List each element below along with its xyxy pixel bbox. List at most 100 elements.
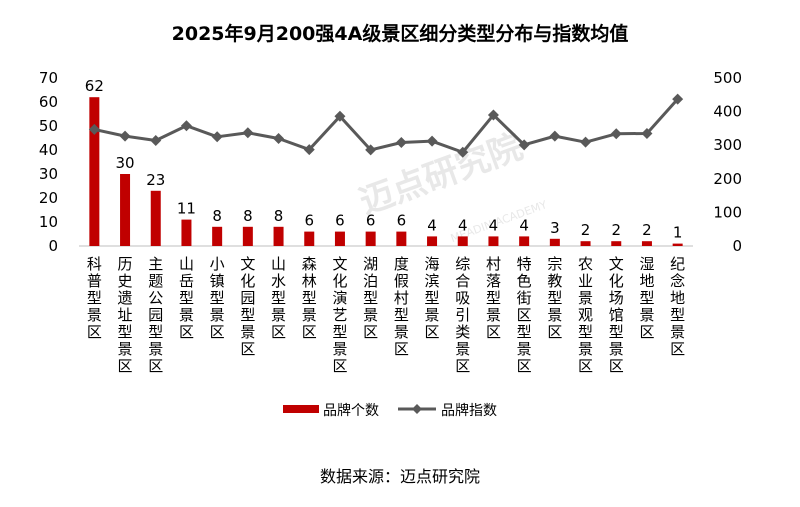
line-point (303, 144, 315, 156)
category-label: 山水型景区 (271, 255, 286, 341)
category-label: 文化演艺型景区 (332, 255, 347, 375)
left-axis-tick-label: 30 (39, 165, 58, 183)
bar (672, 243, 683, 246)
category-label: 小镇型景区 (210, 255, 225, 341)
right-axis-tick-label: 500 (713, 69, 742, 87)
bar-value-label: 8 (212, 207, 222, 225)
category-label: 文化园型景区 (240, 255, 255, 358)
right-axis-tick-label: 200 (713, 170, 742, 188)
bar (120, 174, 131, 246)
bar (396, 231, 407, 246)
line-point (487, 109, 499, 121)
left-axis-tick-label: 50 (39, 117, 58, 135)
legend: 品牌个数 品牌指数 (283, 402, 497, 419)
line-point (180, 120, 192, 132)
bar (580, 241, 591, 246)
left-axis-tick-label: 70 (39, 69, 58, 87)
left-axis-tick-label: 40 (39, 141, 58, 159)
left-axis-tick-label: 10 (39, 213, 58, 231)
bar-value-label: 6 (335, 212, 345, 230)
right-axis-tick-label: 0 (732, 237, 742, 255)
line-point (242, 127, 254, 139)
line-point (150, 134, 162, 146)
category-label: 山岳型景区 (179, 255, 194, 341)
bar (611, 241, 622, 246)
line-point (211, 131, 223, 143)
category-label: 特色街区型景区 (517, 255, 532, 375)
source-note: 数据来源：迈点研究院 (320, 467, 480, 486)
bar (549, 238, 560, 246)
watermark-text: 迈点研究院 (355, 127, 528, 223)
category-label: 湖泊型景区 (363, 255, 378, 341)
legend-swatch-bar (283, 405, 319, 413)
bar-value-label: 62 (85, 77, 104, 95)
chart-title: 2025年9月200强4A级景区细分类型分布与指数均值 (172, 22, 629, 45)
category-label: 历史遗址型景区 (118, 255, 133, 375)
line-point (580, 136, 592, 148)
bar (304, 231, 315, 246)
category-label: 度假村型景区 (394, 255, 409, 358)
bar-value-label: 6 (366, 212, 376, 230)
bar-value-label: 4 (489, 216, 499, 234)
bar-value-label: 6 (304, 212, 314, 230)
left-axis-tick-label: 60 (39, 93, 58, 111)
category-label: 森林型景区 (302, 255, 317, 341)
category-label: 农业景观型景区 (578, 255, 593, 375)
legend-label-line: 品牌指数 (441, 402, 497, 419)
line-point (88, 123, 100, 135)
bar-value-label: 30 (116, 154, 135, 172)
bar-value-label: 8 (274, 207, 284, 225)
line-point (518, 139, 530, 151)
bar-value-label: 3 (550, 219, 560, 237)
bar-value-label: 8 (243, 207, 253, 225)
legend-label-bar: 品牌个数 (323, 402, 379, 419)
right-axis-tick-label: 100 (713, 203, 742, 221)
bar (519, 236, 530, 246)
bar-value-label: 1 (673, 224, 683, 242)
bar-value-label: 4 (427, 216, 437, 234)
bar (242, 226, 253, 246)
line-point (457, 146, 469, 158)
line-point (549, 130, 561, 142)
bar (488, 236, 499, 246)
line-point (395, 137, 407, 149)
right-axis-tick-label: 300 (713, 136, 742, 154)
category-label: 综合吸引类景区 (455, 255, 470, 375)
line-series (88, 93, 684, 158)
category-label: 科普型景区 (87, 255, 102, 341)
bar-value-label: 6 (397, 212, 407, 230)
bar (334, 231, 345, 246)
bar-series (89, 97, 683, 246)
line-point (672, 93, 684, 105)
bar (365, 231, 376, 246)
category-label: 宗教型景区 (547, 255, 562, 341)
legend-swatch-marker (412, 404, 422, 414)
bar (181, 219, 192, 246)
line-point (641, 127, 653, 139)
bar (427, 236, 438, 246)
category-label: 湿地型景区 (639, 255, 654, 341)
bar-value-label: 4 (458, 216, 468, 234)
line-point (334, 110, 346, 122)
bar-value-label: 23 (146, 171, 165, 189)
bar (212, 226, 223, 246)
bar-value-label: 2 (611, 221, 621, 239)
category-label: 村落型景区 (486, 255, 501, 341)
bar-value-label: 2 (581, 221, 591, 239)
line-point (365, 144, 377, 156)
bar-value-labels: 62 30 23 11 8 8 8 6 6 6 6 4 4 4 4 3 2 2 2 1 (85, 77, 683, 241)
bar-value-label: 11 (177, 200, 196, 218)
right-axis-tick-label: 400 (713, 103, 742, 121)
line-point (119, 130, 131, 142)
left-axis: 0 10 20 30 40 50 60 70 (39, 69, 58, 255)
bar (641, 241, 652, 246)
category-label: 文化场馆型景区 (609, 255, 624, 375)
line-point (273, 132, 285, 144)
left-axis-tick-label: 0 (48, 237, 58, 255)
category-label: 纪念地型景区 (670, 255, 685, 358)
left-axis-tick-label: 20 (39, 189, 58, 207)
bar-value-label: 2 (642, 221, 652, 239)
right-axis: 0 100 200 300 400 500 (713, 69, 742, 255)
bar (89, 97, 100, 246)
